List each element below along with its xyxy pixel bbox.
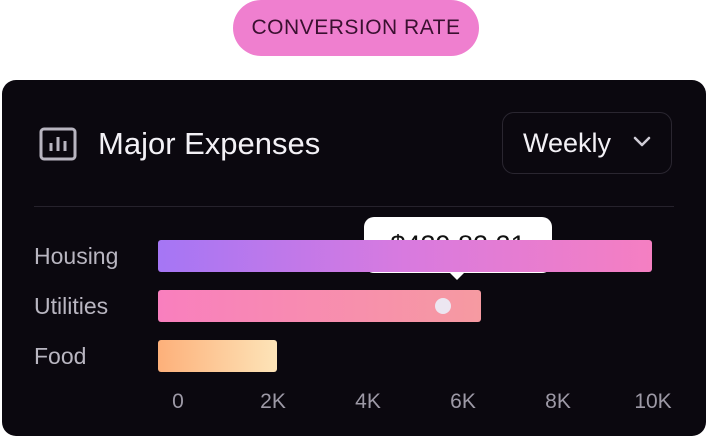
card-title: Major Expenses [98,126,321,161]
x-tick-label: 10K [634,390,672,413]
category-label-food: Food [34,343,87,369]
tooltip-pointer [447,270,467,280]
conversion-rate-label: CONVERSION RATE [251,16,461,39]
bar-housing[interactable] [158,240,652,272]
major-expenses-card: Major Expenses Weekly $439,82.21 Housing… [2,80,706,436]
bar-utilities[interactable] [158,290,481,322]
period-select[interactable]: Weekly [502,112,672,174]
x-tick-label: 2K [260,390,286,413]
chevron-down-icon [633,136,651,147]
period-select-value: Weekly [523,127,612,158]
highlight-point[interactable] [435,298,451,314]
bar-chart-icon [39,127,77,161]
x-tick-label: 0 [172,390,184,413]
conversion-rate-badge[interactable]: CONVERSION RATE [233,0,479,56]
category-label-housing: Housing [34,243,119,269]
header-divider [34,206,674,207]
x-tick-label: 4K [355,390,381,413]
x-tick-label: 8K [545,390,571,413]
bar-food[interactable] [158,340,277,372]
category-label-utilities: Utilities [34,293,109,319]
x-tick-label: 6K [450,390,476,413]
